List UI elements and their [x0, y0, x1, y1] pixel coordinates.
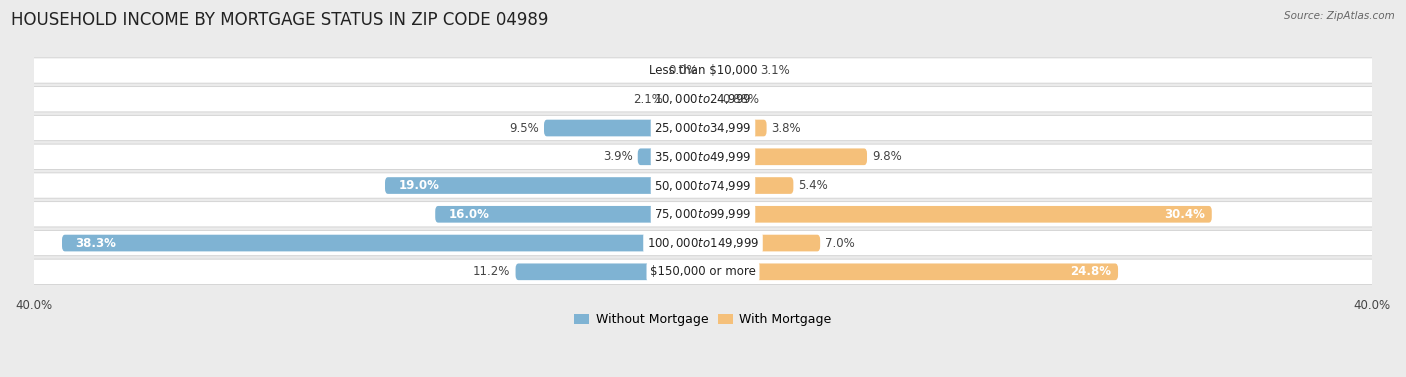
Text: 3.1%: 3.1%: [759, 64, 790, 77]
Text: $25,000 to $34,999: $25,000 to $34,999: [654, 121, 752, 135]
FancyBboxPatch shape: [436, 206, 703, 223]
Text: 9.8%: 9.8%: [872, 150, 901, 163]
FancyBboxPatch shape: [385, 177, 703, 194]
Text: 24.8%: 24.8%: [1070, 265, 1111, 278]
FancyBboxPatch shape: [544, 120, 703, 136]
Text: 2.1%: 2.1%: [633, 93, 662, 106]
Text: 9.5%: 9.5%: [509, 121, 538, 135]
FancyBboxPatch shape: [638, 149, 703, 165]
Legend: Without Mortgage, With Mortgage: Without Mortgage, With Mortgage: [569, 308, 837, 331]
Text: 30.4%: 30.4%: [1164, 208, 1205, 221]
FancyBboxPatch shape: [703, 235, 820, 251]
FancyBboxPatch shape: [25, 58, 1381, 83]
FancyBboxPatch shape: [703, 120, 766, 136]
Text: $100,000 to $149,999: $100,000 to $149,999: [647, 236, 759, 250]
FancyBboxPatch shape: [703, 177, 793, 194]
FancyBboxPatch shape: [703, 91, 717, 107]
Text: Less than $10,000: Less than $10,000: [648, 64, 758, 77]
Text: $10,000 to $24,999: $10,000 to $24,999: [654, 92, 752, 106]
FancyBboxPatch shape: [25, 230, 1381, 256]
Text: $75,000 to $99,999: $75,000 to $99,999: [654, 207, 752, 221]
Text: 0.0%: 0.0%: [668, 64, 697, 77]
Text: 19.0%: 19.0%: [398, 179, 439, 192]
FancyBboxPatch shape: [703, 206, 1212, 223]
FancyBboxPatch shape: [703, 62, 755, 79]
Text: 7.0%: 7.0%: [825, 236, 855, 250]
Text: HOUSEHOLD INCOME BY MORTGAGE STATUS IN ZIP CODE 04989: HOUSEHOLD INCOME BY MORTGAGE STATUS IN Z…: [11, 11, 548, 29]
Text: $50,000 to $74,999: $50,000 to $74,999: [654, 179, 752, 193]
Text: 3.9%: 3.9%: [603, 150, 633, 163]
FancyBboxPatch shape: [62, 235, 703, 251]
Text: 5.4%: 5.4%: [799, 179, 828, 192]
FancyBboxPatch shape: [703, 149, 868, 165]
Text: 0.88%: 0.88%: [723, 93, 759, 106]
Text: 16.0%: 16.0%: [449, 208, 489, 221]
FancyBboxPatch shape: [25, 144, 1381, 169]
FancyBboxPatch shape: [25, 115, 1381, 141]
FancyBboxPatch shape: [25, 87, 1381, 112]
Text: 3.8%: 3.8%: [772, 121, 801, 135]
FancyBboxPatch shape: [668, 91, 703, 107]
FancyBboxPatch shape: [25, 259, 1381, 285]
Text: 38.3%: 38.3%: [76, 236, 117, 250]
Text: Source: ZipAtlas.com: Source: ZipAtlas.com: [1284, 11, 1395, 21]
Text: $150,000 or more: $150,000 or more: [650, 265, 756, 278]
FancyBboxPatch shape: [25, 202, 1381, 227]
FancyBboxPatch shape: [25, 173, 1381, 198]
FancyBboxPatch shape: [516, 264, 703, 280]
FancyBboxPatch shape: [703, 264, 1118, 280]
Text: 11.2%: 11.2%: [474, 265, 510, 278]
Text: $35,000 to $49,999: $35,000 to $49,999: [654, 150, 752, 164]
